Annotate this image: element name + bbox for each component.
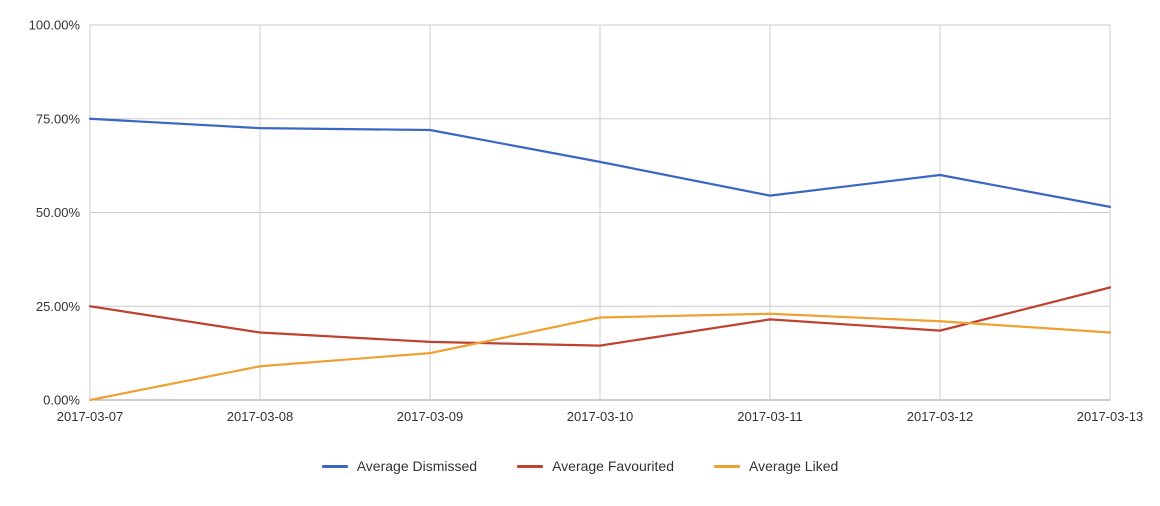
line-chart-canvas: 0.00% 25.00% 50.00% 75.00% 100.00% 2017-03-07…: [29, 18, 1144, 425]
y-axis-tick-label: 75.00%: [36, 111, 81, 126]
series-line-average-liked: [88, 312, 1112, 402]
legend-label: Average Favourited: [552, 458, 675, 474]
legend-label: Average Dismissed: [356, 458, 478, 474]
y-axis-tick-label: 100.00%: [29, 18, 81, 33]
legend-label: Average Liked: [749, 458, 839, 474]
x-axis-tick-label: 2017-03-12: [907, 409, 974, 424]
series-line-average-dismissed: [88, 117, 1112, 208]
y-axis-tick-label: 25.00%: [36, 299, 81, 314]
x-axis-tick-label: 2017-03-13: [1077, 409, 1144, 424]
x-axis-tick-label: 2017-03-09: [397, 409, 464, 424]
x-axis-tick-label: 2017-03-10: [567, 409, 634, 424]
legend-item-average-favourited[interactable]: Average Favourited: [517, 458, 674, 474]
series-line-average-favourited: [88, 286, 1112, 347]
legend-item-average-dismissed[interactable]: Average Dismissed: [321, 458, 478, 474]
chart-legend: Average Dismissed Average Favourited Avera…: [0, 458, 1160, 474]
x-axis-tick-label: 2017-03-11: [737, 409, 803, 424]
legend-item-average-liked[interactable]: Average Liked: [714, 458, 838, 474]
legend-line-swatch: [517, 464, 544, 468]
y-axis-tick-label: 0.00%: [43, 393, 80, 408]
x-axis-tick-label: 2017-03-08: [227, 409, 294, 424]
y-axis-tick-label: 50.00%: [36, 205, 81, 220]
x-axis-tick-label: 2017-03-07: [57, 409, 124, 424]
legend-line-swatch: [714, 464, 741, 468]
legend-line-swatch: [321, 464, 348, 468]
